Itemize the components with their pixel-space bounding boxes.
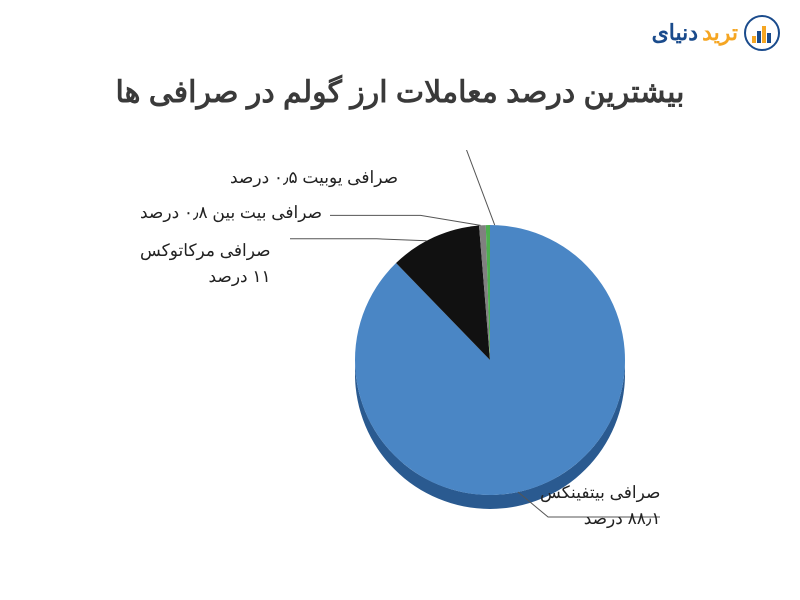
label-bitfinex: صرافی بیتفینکس ۸۸٫۱ درصد	[540, 480, 660, 531]
label-yobit: صرافی یوبیت ۰٫۵ درصد	[230, 165, 398, 191]
label-yobit-text: صرافی یوبیت ۰٫۵ درصد	[230, 168, 398, 187]
logo-word-2: ترید	[702, 20, 738, 46]
label-bitbin-text: صرافی بیت بین ۰٫۸ درصد	[140, 203, 322, 222]
logo-icon	[744, 15, 780, 51]
pie-chart: صرافی یوبیت ۰٫۵ درصد صرافی بیت بین ۰٫۸ د…	[0, 150, 800, 570]
label-bitfinex-line2: ۸۸٫۱ درصد	[584, 509, 661, 528]
chart-title: بیشترین درصد معاملات ارز گولم در صرافی ه…	[0, 75, 800, 110]
logo-text: دنیای ترید	[652, 20, 738, 46]
label-bitfinex-line1: صرافی بیتفینکس	[540, 483, 660, 502]
brand-logo: دنیای ترید	[652, 15, 780, 51]
label-mercatox-line1: صرافی مرکاتوکس	[140, 241, 271, 260]
logo-word-1: دنیای	[652, 20, 698, 46]
label-mercatox: صرافی مرکاتوکس ۱۱ درصد	[140, 238, 271, 289]
label-bitbin: صرافی بیت بین ۰٫۸ درصد	[140, 200, 322, 226]
label-mercatox-line2: ۱۱ درصد	[208, 267, 270, 286]
leader-lines	[0, 150, 800, 570]
